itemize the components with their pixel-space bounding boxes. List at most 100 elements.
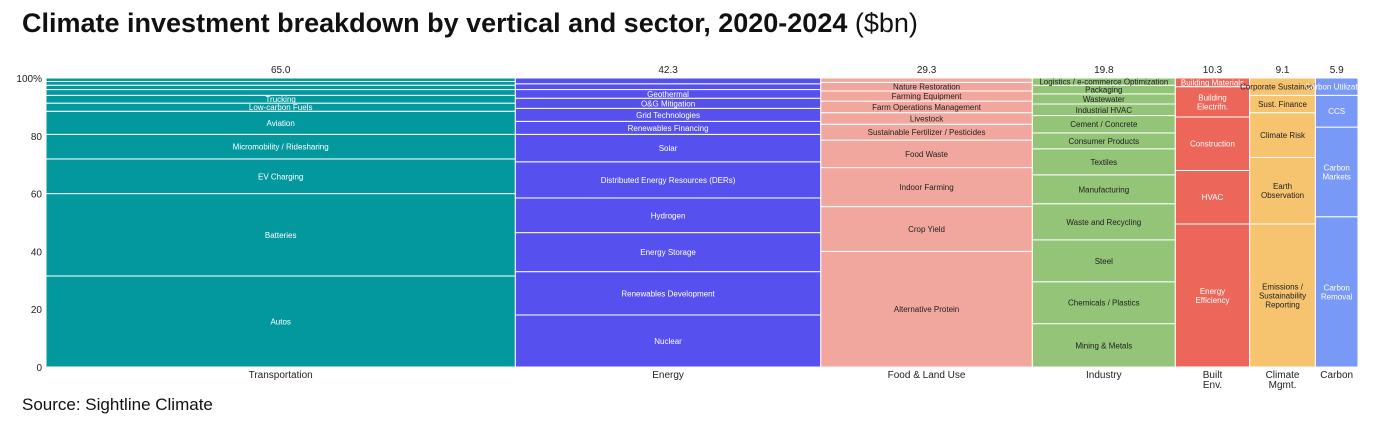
category-label-built-env: Built xyxy=(1203,370,1223,381)
segment-label: Construction xyxy=(1190,140,1235,149)
segment-label: Sust. Finance xyxy=(1258,100,1307,109)
chart-title: Climate investment breakdown by vertical… xyxy=(22,8,918,39)
segment-label: Energy xyxy=(1200,287,1225,296)
chart-title-unit: ($bn) xyxy=(854,8,918,38)
column-total-climate-mgmt: 9.1 xyxy=(1276,65,1290,76)
segment-industry-textiles xyxy=(1031,148,1176,176)
segment-carbon-carbon-removal xyxy=(1314,216,1359,368)
segment-built-env-construction xyxy=(1174,116,1251,171)
segment-label: O&G Mitigation xyxy=(641,99,695,108)
category-label-energy: Energy xyxy=(652,370,684,381)
segment-label: Climate Risk xyxy=(1260,131,1306,140)
segment-label: Crop Yield xyxy=(908,225,945,234)
column-total-built-env: 10.3 xyxy=(1203,65,1223,76)
category-label-food-land-use: Food & Land Use xyxy=(888,370,966,381)
segment-label: EV Charging xyxy=(258,172,303,181)
segment-climate-mgmt-emissions-sustainability-reporting xyxy=(1249,223,1316,368)
segment-label: Renewables Financing xyxy=(628,124,709,133)
segment-label: Mining & Metals xyxy=(1075,341,1132,350)
segment-label: Efficiency xyxy=(1195,296,1229,305)
segment-label: Wastewater xyxy=(1083,95,1125,104)
segment-label: Logistics / e-commerce Optimization xyxy=(1039,78,1168,87)
segment-label: Removal xyxy=(1321,292,1353,301)
source-note: Source: Sightline Climate xyxy=(22,395,213,414)
segment-label: Earth xyxy=(1273,182,1292,191)
segment-label: Livestock xyxy=(910,114,944,123)
segment-label: Building xyxy=(1198,93,1226,102)
segment-label: Carbon xyxy=(1324,163,1350,172)
segment-energy-energy-storage xyxy=(514,232,822,273)
column-total-energy: 42.3 xyxy=(658,65,678,76)
segment-label: Steel xyxy=(1095,257,1113,266)
segment-label: Corporate Sustainability xyxy=(1240,83,1325,92)
segment-label: Solar xyxy=(659,144,678,153)
segment-food-land-use-crop-yield xyxy=(820,206,1033,252)
segment-label: Autos xyxy=(270,317,290,326)
segment-label: Markets xyxy=(1322,172,1350,181)
segment-carbon-carbon-utilization xyxy=(1314,77,1359,96)
y-tick-label: 60 xyxy=(31,190,43,201)
segment-food-land-use-indoor-farming xyxy=(820,167,1033,208)
segment-food-land-use-food-waste xyxy=(820,139,1033,169)
y-tick-label: 40 xyxy=(31,247,43,258)
segment-label: Reporting xyxy=(1265,300,1300,309)
segment-label: Low-carbon Fuels xyxy=(249,103,313,112)
segment-transportation-unlabeled-9 xyxy=(45,80,516,86)
segment-label: Indoor Farming xyxy=(899,183,953,192)
segment-label: Distributed Energy Resources (DERs) xyxy=(601,176,736,185)
segment-label: Carbon Utilization xyxy=(1305,83,1368,92)
segment-label: Emissions / xyxy=(1262,282,1304,291)
segment-food-land-use-unlabeled-9 xyxy=(820,77,1033,83)
segment-transportation-unlabeled-7 xyxy=(45,89,516,96)
segment-label: Energy Storage xyxy=(640,248,696,257)
segment-label: Aviation xyxy=(267,119,295,128)
segment-label: Manufacturing xyxy=(1078,185,1129,194)
segment-transportation-unlabeled-10 xyxy=(45,77,516,82)
segment-label: Textiles xyxy=(1090,158,1117,167)
segment-label: Cement / Concrete xyxy=(1070,120,1138,129)
category-label-transportation: Transportation xyxy=(249,370,313,381)
segment-label: Nature Restoration xyxy=(893,83,960,92)
y-tick-label: 80 xyxy=(31,132,43,143)
category-label-industry: Industry xyxy=(1086,370,1122,381)
segment-label: Building Materials xyxy=(1181,78,1244,87)
segment-label: Geothermal xyxy=(647,90,689,99)
segment-transportation-autos xyxy=(45,275,516,368)
segment-label: Farming Equipment xyxy=(892,92,963,101)
y-tick-label: 20 xyxy=(31,305,43,316)
y-tick-label: 100% xyxy=(16,74,42,85)
segment-label: Sustainability xyxy=(1259,291,1306,300)
segment-label: Consumer Products xyxy=(1068,137,1139,146)
segment-label: Packaging xyxy=(1085,86,1122,95)
category-label-built-env: Env. xyxy=(1203,380,1222,391)
segment-climate-mgmt-earth-observation xyxy=(1249,156,1316,225)
y-tick-label: 0 xyxy=(36,363,42,374)
segment-label: Sustainable Fertilizer / Pesticides xyxy=(868,128,986,137)
segment-label: Food Waste xyxy=(905,150,948,159)
segment-transportation-unlabeled-8 xyxy=(45,84,516,91)
category-label-climate-mgmt: Climate xyxy=(1266,370,1300,381)
segment-label: HVAC xyxy=(1202,193,1224,202)
segment-label: Micromobility / Ridesharing xyxy=(233,143,329,152)
category-label-carbon: Carbon xyxy=(1320,370,1353,381)
segment-label: Carbon xyxy=(1324,283,1350,292)
segment-energy-unlabeled-11 xyxy=(514,77,822,85)
segment-industry-chemicals-plastics xyxy=(1031,281,1176,325)
segment-label: Waste and Recycling xyxy=(1066,218,1141,227)
segment-label: Alternative Protein xyxy=(894,305,959,314)
column-total-industry: 19.8 xyxy=(1094,65,1114,76)
segment-industry-manufacturing xyxy=(1031,174,1176,205)
segment-label: CCS xyxy=(1328,107,1345,116)
segment-label: Hydrogen xyxy=(651,211,686,220)
segment-label: Chemicals / Plastics xyxy=(1068,299,1140,308)
segment-label: Electrifn. xyxy=(1197,102,1228,111)
segment-label: Industrial HVAC xyxy=(1076,106,1133,115)
segment-energy-unlabeled-10 xyxy=(514,83,822,91)
category-label-climate-mgmt: Mgmt. xyxy=(1269,380,1297,391)
segment-label: Trucking xyxy=(265,95,295,104)
segment-label: Renewables Development xyxy=(621,289,715,298)
column-total-carbon: 5.9 xyxy=(1330,65,1344,76)
chart-title-main: Climate investment breakdown by vertical… xyxy=(22,8,848,38)
segment-label: Batteries xyxy=(265,231,297,240)
